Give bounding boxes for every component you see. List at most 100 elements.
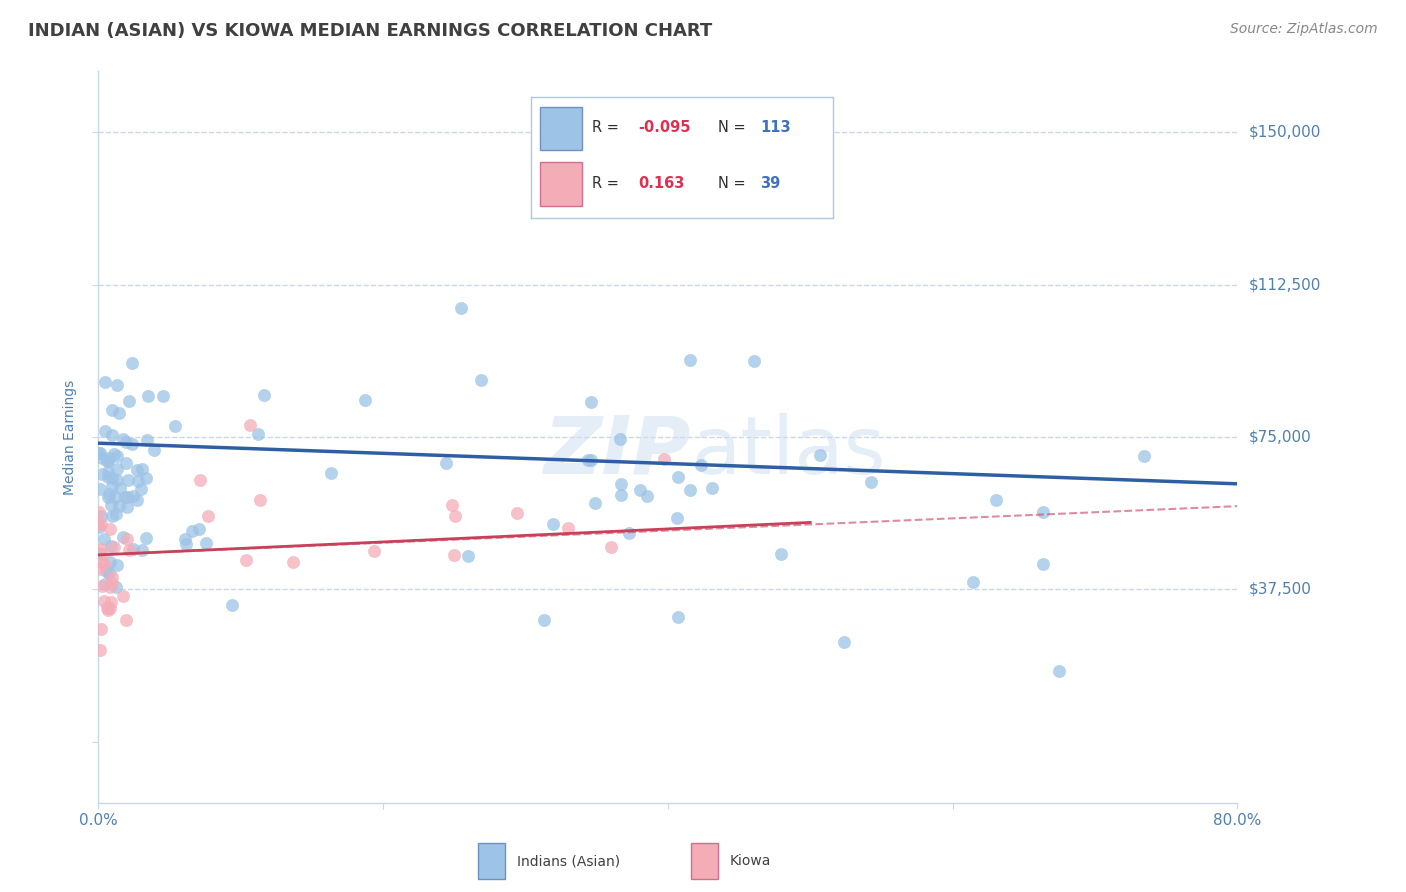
Point — [98, 566, 121, 580]
Point — [90, 622, 112, 636]
Point — [197, 508, 219, 523]
Point — [114, 435, 136, 450]
Point — [135, 531, 157, 545]
Point — [117, 533, 139, 547]
Text: Source: ZipAtlas.com: Source: ZipAtlas.com — [1230, 22, 1378, 37]
Point — [89, 505, 111, 519]
Point — [103, 447, 125, 461]
Point — [666, 609, 689, 624]
Point — [87, 516, 110, 531]
Point — [105, 473, 128, 487]
Point — [93, 532, 115, 546]
Text: ZIP: ZIP — [543, 413, 690, 491]
Point — [610, 477, 633, 491]
Point — [152, 389, 174, 403]
Point — [174, 533, 197, 547]
Point — [617, 525, 640, 540]
Point — [1032, 557, 1054, 571]
Point — [533, 613, 555, 627]
Y-axis label: Median Earnings: Median Earnings — [63, 379, 77, 495]
Point — [91, 555, 114, 569]
Point — [115, 490, 138, 504]
Text: INDIAN (ASIAN) VS KIOWA MEDIAN EARNINGS CORRELATION CHART: INDIAN (ASIAN) VS KIOWA MEDIAN EARNINGS … — [28, 22, 713, 40]
Point — [174, 537, 197, 551]
Point — [136, 389, 159, 403]
Point — [127, 474, 149, 488]
Point — [609, 432, 631, 446]
Point — [860, 475, 883, 490]
Point — [118, 393, 141, 408]
Point — [100, 471, 122, 485]
Point — [247, 427, 270, 442]
Point — [121, 437, 143, 451]
Point — [180, 524, 202, 538]
Point — [101, 509, 124, 524]
Point — [100, 595, 122, 609]
Point — [652, 452, 675, 467]
Point — [188, 522, 211, 536]
Point — [636, 490, 658, 504]
Point — [121, 542, 143, 557]
Point — [105, 580, 128, 594]
Point — [105, 558, 128, 573]
Point — [630, 483, 652, 498]
Point — [90, 579, 112, 593]
Point — [163, 419, 186, 434]
Text: atlas: atlas — [690, 413, 884, 491]
Point — [89, 561, 111, 575]
Point — [450, 301, 472, 315]
Point — [118, 543, 141, 558]
Point — [1032, 505, 1054, 519]
Point — [353, 392, 375, 407]
Point — [127, 492, 149, 507]
Point — [108, 499, 131, 513]
Point — [111, 589, 134, 603]
Point — [97, 470, 120, 484]
Point — [444, 508, 467, 523]
Point — [111, 530, 134, 544]
Point — [319, 466, 342, 480]
Point — [89, 643, 111, 657]
Point — [87, 520, 110, 534]
Point — [557, 521, 579, 535]
Point — [1132, 449, 1154, 463]
Point — [90, 516, 112, 531]
Point — [90, 542, 112, 557]
Point — [96, 454, 118, 468]
Point — [114, 490, 136, 504]
Point — [143, 442, 166, 457]
Point — [665, 511, 688, 525]
Point — [583, 496, 606, 510]
Point — [101, 479, 124, 493]
Point — [105, 378, 128, 392]
Point — [221, 598, 243, 612]
Point — [962, 575, 984, 590]
Point — [91, 547, 114, 561]
Point — [100, 570, 122, 584]
Point — [100, 581, 122, 595]
Point — [610, 488, 633, 502]
Point — [90, 451, 112, 466]
Point — [457, 549, 479, 563]
Point — [281, 555, 304, 569]
Point — [111, 432, 134, 446]
Point — [100, 539, 122, 553]
Point — [97, 490, 120, 504]
Point — [742, 353, 765, 368]
Point — [770, 547, 793, 561]
Point — [678, 483, 700, 497]
Point — [93, 577, 115, 591]
Point — [89, 546, 111, 560]
Point — [100, 403, 122, 417]
Point — [135, 471, 157, 485]
Point — [363, 543, 385, 558]
Point — [115, 613, 138, 627]
Point — [105, 461, 128, 475]
Point — [1047, 664, 1070, 678]
Point — [100, 499, 122, 513]
Point — [89, 446, 111, 460]
Point — [100, 427, 122, 442]
Point — [581, 453, 603, 467]
Point — [125, 463, 148, 477]
Point — [89, 483, 111, 497]
